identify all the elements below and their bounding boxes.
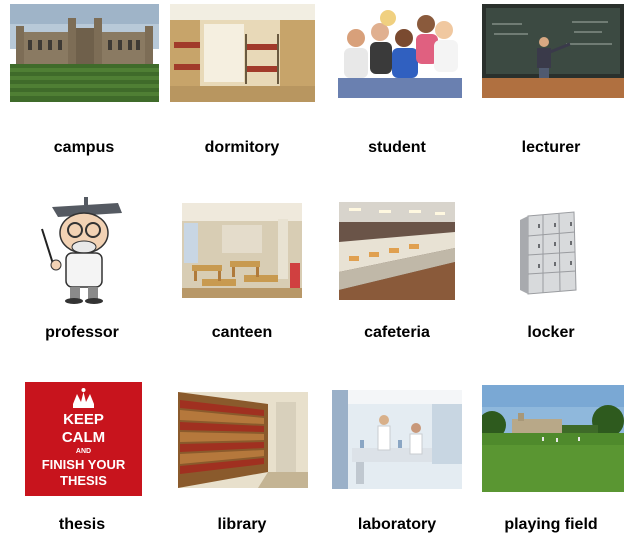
cafeteria-photo-icon	[339, 202, 455, 300]
label-student: student	[368, 139, 426, 156]
student-image	[328, 8, 470, 100]
poster-line-finish: FINISH YOUR	[41, 457, 126, 472]
label-canteen: canteen	[211, 324, 273, 341]
label-lecturer: lecturer	[521, 139, 581, 156]
canteen-image	[182, 203, 302, 298]
dormitory-photo-icon	[170, 4, 315, 102]
label-professor: professor	[45, 324, 119, 341]
dormitory-image	[170, 4, 315, 102]
poster-line-calm: CALM	[61, 429, 106, 446]
crown-icon	[73, 388, 94, 408]
label-dormitory: dormitory	[204, 139, 280, 156]
campus-image	[10, 4, 159, 102]
students-photo-icon	[328, 8, 470, 100]
thesis-image: KEEP CALM AND FINISH YOUR THESIS	[25, 382, 142, 496]
label-cafeteria: cafeteria	[364, 324, 430, 341]
lecturer-image	[482, 4, 624, 98]
poster-line-keep: KEEP	[63, 411, 104, 428]
label-library: library	[217, 516, 267, 533]
label-campus: campus	[53, 139, 115, 156]
label-playing-field: playing field	[504, 516, 598, 533]
locker-photo-icon	[518, 210, 582, 296]
laboratory-image	[332, 390, 462, 489]
poster-line-thesis: THESIS	[60, 473, 107, 488]
poster-line-and: AND	[75, 448, 92, 455]
playing-field-image	[482, 385, 624, 492]
label-locker: locker	[527, 324, 575, 341]
lecturer-photo-icon	[482, 4, 624, 98]
playing-field-photo-icon	[482, 385, 624, 492]
library-photo-icon	[178, 392, 308, 488]
professor-cartoon-icon	[38, 197, 126, 305]
label-thesis: thesis	[58, 516, 106, 533]
label-laboratory: laboratory	[357, 516, 437, 533]
canteen-photo-icon	[182, 203, 302, 298]
keep-calm-poster: KEEP CALM AND FINISH YOUR THESIS	[25, 412, 142, 487]
cafeteria-image	[339, 202, 455, 300]
campus-photo-icon	[10, 4, 159, 102]
professor-image	[38, 197, 126, 305]
library-image	[178, 392, 308, 488]
laboratory-photo-icon	[332, 390, 462, 489]
locker-image	[518, 210, 582, 296]
